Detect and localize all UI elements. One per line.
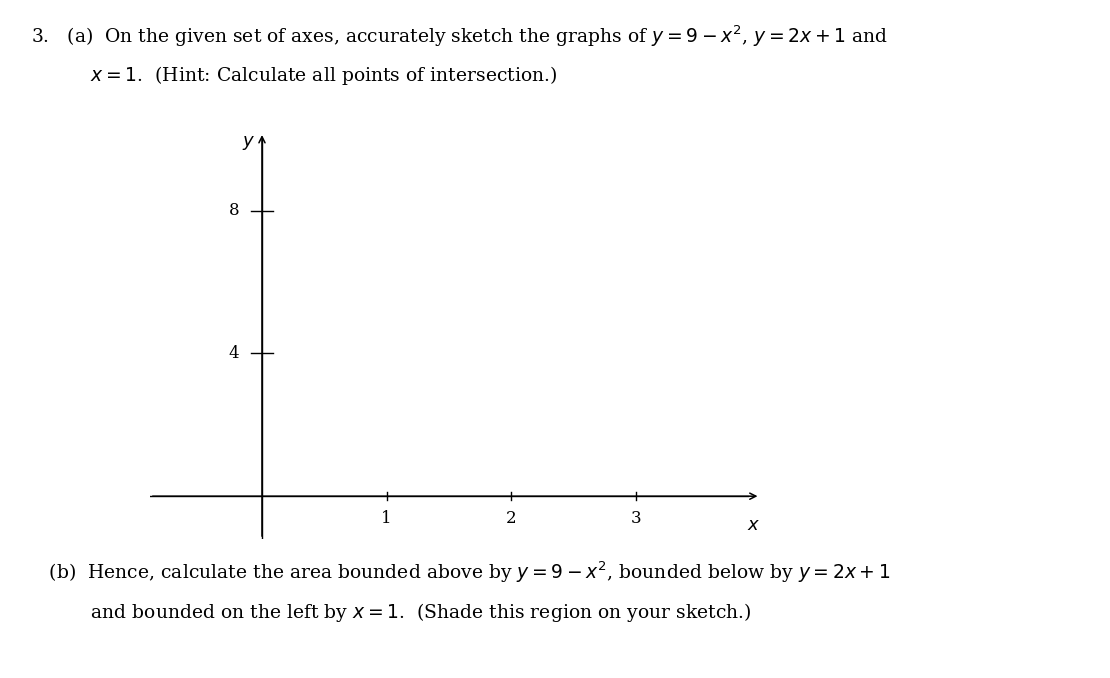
Text: 2: 2: [506, 510, 516, 527]
Text: 8: 8: [229, 202, 240, 219]
Text: $x$: $x$: [747, 516, 760, 534]
Text: 4: 4: [229, 345, 240, 362]
Text: (b)  Hence, calculate the area bounded above by $y = 9 - x^2$, bounded below by : (b) Hence, calculate the area bounded ab…: [31, 559, 890, 585]
Text: $x = 1$.  (Hint: Calculate all points of intersection.): $x = 1$. (Hint: Calculate all points of …: [31, 64, 557, 87]
Text: 1: 1: [381, 510, 392, 527]
Text: 3.   (a)  On the given set of axes, accurately sketch the graphs of $y = 9 - x^2: 3. (a) On the given set of axes, accurat…: [31, 24, 888, 49]
Text: 3: 3: [630, 510, 642, 527]
Text: $y$: $y$: [242, 134, 255, 152]
Text: and bounded on the left by $x = 1$.  (Shade this region on your sketch.): and bounded on the left by $x = 1$. (Sha…: [31, 601, 751, 624]
